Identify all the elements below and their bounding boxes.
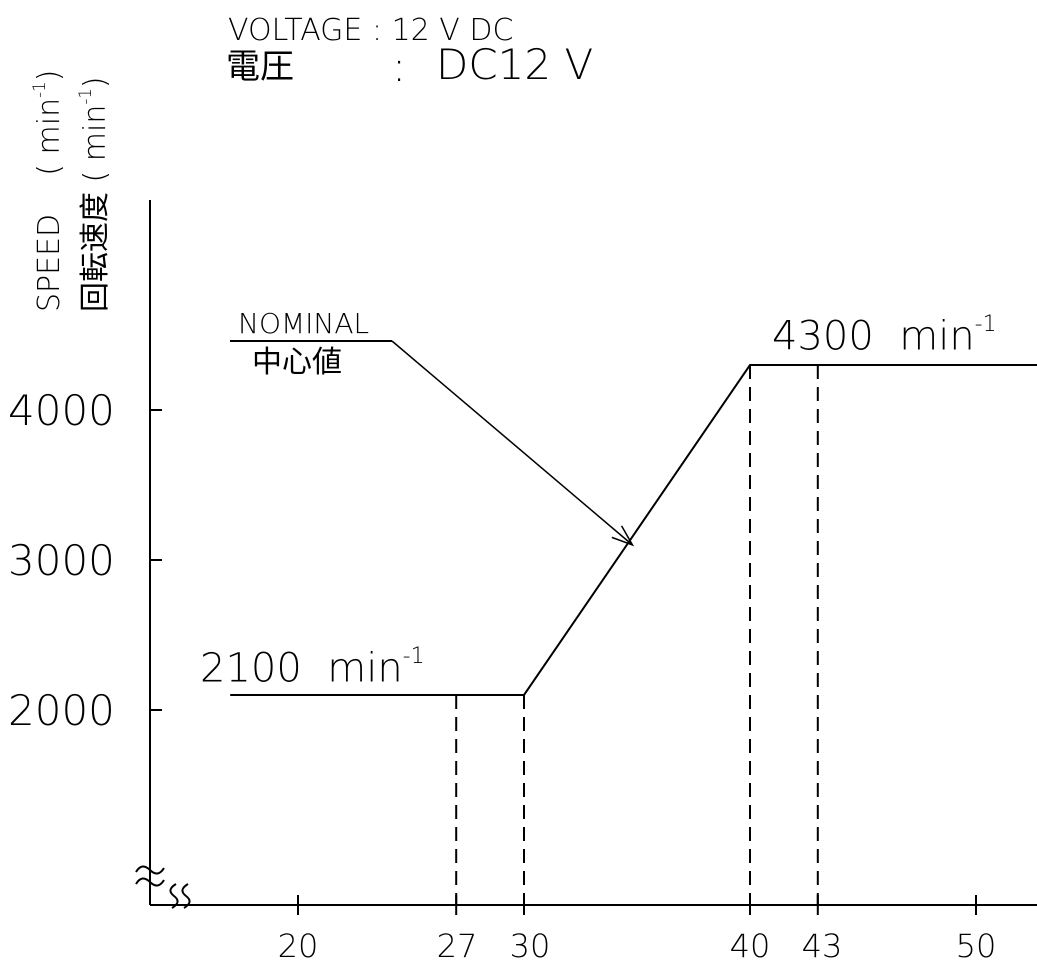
y-axis-unit-ja-exp: -1 <box>76 88 96 105</box>
low-speed-exp: -1 <box>402 644 425 669</box>
annotation-layer <box>230 340 635 547</box>
high-speed-exp: -1 <box>974 312 997 337</box>
x-axis-break-mark-2 <box>181 883 191 909</box>
y-axis-break-mark-1 <box>135 865 165 875</box>
nominal-label-ja: 中心値 <box>252 345 342 380</box>
y-axis-title-ja: 回転速度 <box>78 192 114 312</box>
voltage-value: 12 V DC <box>391 13 514 48</box>
series-line-nominal <box>230 364 1037 696</box>
y-axis-title-en: SPEED <box>32 213 68 312</box>
y-axis-label-ja: 回転速度 ( min-1) <box>68 70 114 312</box>
y-axis-label-en: SPEED ( min-1) <box>22 70 68 312</box>
y-axis-label: SPEED ( min-1) 回転速度 ( min-1) <box>22 70 114 312</box>
y-axis-unit-en-open: ( min <box>32 97 68 176</box>
voltage-separator-ja: : <box>392 42 407 91</box>
y-tick-label-4000: 4000 <box>8 386 115 435</box>
voltage-value-ja: DC12 V <box>436 40 594 89</box>
y-tick-label-2000: 2000 <box>8 686 115 735</box>
x-tick-label-30: 30 <box>509 927 551 965</box>
dashed-guides <box>455 365 819 905</box>
x-tick-label-27: 27 <box>436 927 478 965</box>
voltage-line-ja-sep: : <box>392 46 406 88</box>
y-axis-unit-en-close: ) <box>32 69 68 82</box>
y-tick-label-3000: 3000 <box>8 536 115 585</box>
voltage-label: VOLTAGE <box>228 13 363 48</box>
voltage-line-en: VOLTAGE : 12 V DC <box>228 16 513 46</box>
high-speed-annotation: 4300 min-1 <box>772 314 997 357</box>
x-axis-break-mark-1 <box>169 883 179 909</box>
low-speed-unit: min <box>327 645 403 692</box>
nominal-label-en: NOMINAL <box>238 307 370 340</box>
voltage-line-ja-label: 電圧 <box>226 50 294 84</box>
y-axis-unit-en-exp: -1 <box>30 81 49 98</box>
voltage-line-ja-value: DC12 V <box>436 44 593 86</box>
voltage-separator: : <box>371 13 383 48</box>
x-tick-label-40: 40 <box>729 927 771 965</box>
x-tick-label-20: 20 <box>277 927 319 965</box>
y-axis-unit-ja-close: ) <box>78 76 114 89</box>
high-speed-value: 4300 <box>772 313 874 360</box>
y-axis-unit-ja-open: ( min <box>78 104 114 183</box>
high-speed-unit: min <box>899 313 975 360</box>
low-speed-annotation: 2100 min-1 <box>200 646 425 689</box>
axes <box>135 200 1037 915</box>
nominal-arrowhead <box>611 525 635 547</box>
low-speed-value: 2100 <box>200 645 302 692</box>
x-tick-label-50: 50 <box>955 927 997 965</box>
y-axis-break-mark-2 <box>135 877 165 887</box>
nominal-leader-line <box>391 340 633 546</box>
x-tick-label-43: 43 <box>801 927 843 965</box>
voltage-label-ja: 電圧 <box>226 47 294 87</box>
